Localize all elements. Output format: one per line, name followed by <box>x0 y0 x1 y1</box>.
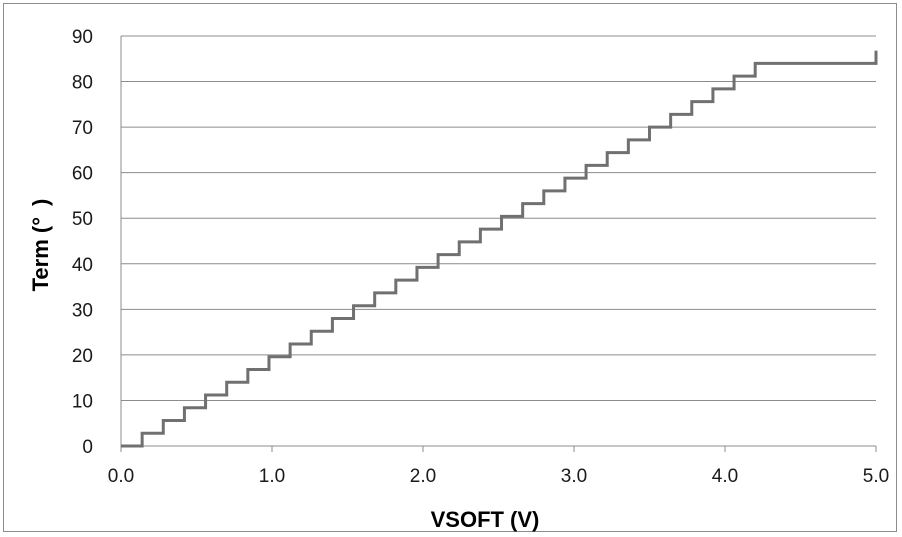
x-tick-label: 5.0 <box>863 466 889 487</box>
x-tick-labels: 0.0 1.0 2.0 3.0 4.0 5.0 <box>108 466 889 487</box>
y-tick-label: 90 <box>72 27 93 48</box>
x-tick-label: 3.0 <box>561 466 587 487</box>
chart-frame <box>3 3 897 532</box>
y-axis-title: Term (° ) <box>28 199 53 292</box>
axes <box>120 36 877 452</box>
gridlines <box>121 35 876 401</box>
y-tick-label: 60 <box>72 164 93 185</box>
x-tick-label: 1.0 <box>259 466 285 487</box>
y-tick-label: 0 <box>82 437 93 458</box>
x-axis-title: VSOFT (V) <box>431 507 540 532</box>
x-tick-label: 4.0 <box>712 466 738 487</box>
y-tick-labels: 0 10 20 30 40 50 60 70 80 90 <box>72 27 93 458</box>
x-tick-label: 2.0 <box>410 466 436 487</box>
y-tick-label: 20 <box>72 346 93 367</box>
x-tick-label: 0.0 <box>108 466 134 487</box>
plot-area <box>121 50 878 448</box>
y-tick-label: 50 <box>72 209 93 230</box>
y-tick-label: 70 <box>72 118 93 139</box>
y-tick-label: 10 <box>72 391 93 412</box>
series-line-0 <box>121 50 878 448</box>
y-tick-label: 30 <box>72 300 93 321</box>
y-tick-label: 40 <box>72 255 93 276</box>
y-tick-label: 80 <box>72 73 93 94</box>
